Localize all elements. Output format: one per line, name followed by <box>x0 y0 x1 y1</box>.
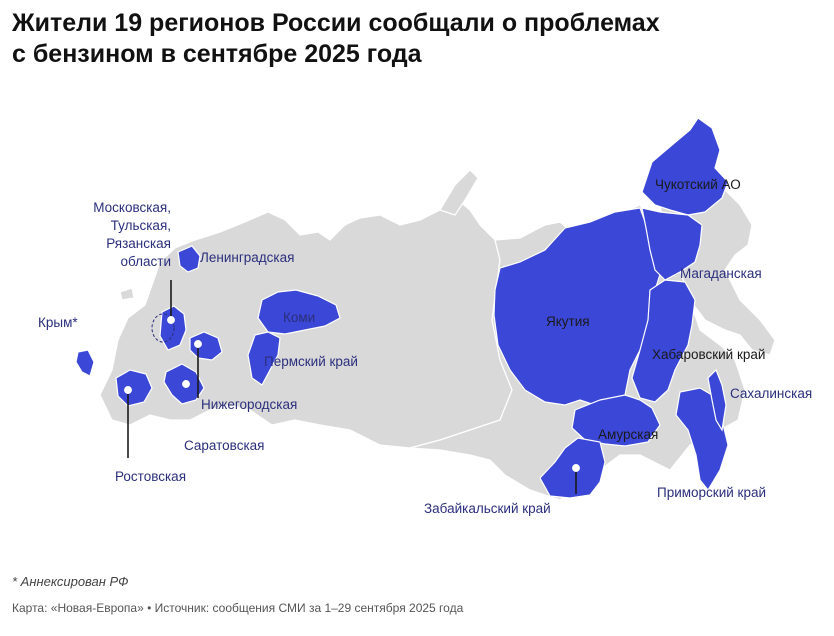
region-amur <box>571 394 661 447</box>
label-rostov: Ростовская <box>115 469 186 484</box>
region-khabarovsk <box>631 279 696 403</box>
map-title: Жители 19 регионов России сообщали о про… <box>12 8 812 70</box>
dot-saratov <box>182 380 190 388</box>
label-yakutia: Якутия <box>546 314 590 329</box>
label-perm: Пермский край <box>264 354 358 369</box>
leader-lines <box>124 280 580 494</box>
label-komi: Коми <box>283 310 315 325</box>
label-chukotka: Чукотский АО <box>655 177 741 192</box>
label-saratov: Саратовская <box>184 438 264 453</box>
label-leningrad: Ленинградская <box>200 250 294 265</box>
region-rostov <box>115 369 153 407</box>
region-leningrad <box>177 245 201 273</box>
dot-rostov <box>124 386 132 394</box>
novaya-zemlya <box>439 169 479 216</box>
label-sakhalin: Сахалинская <box>730 386 812 401</box>
label-khabarovsk: Хабаровский край <box>652 347 765 362</box>
region-crimea <box>75 349 95 377</box>
dot-zabaykalsky <box>572 464 580 472</box>
label-magadan: Магаданская <box>680 266 762 281</box>
map-title-line-1: Жители 19 регионов России сообщали о про… <box>12 9 660 37</box>
highlighted-regions <box>75 117 729 499</box>
region-magadan <box>641 207 703 281</box>
label-nizhny: Нижегородская <box>201 397 297 412</box>
label-crimea: Крым* <box>38 315 78 330</box>
region-chukotka <box>641 117 729 216</box>
region-sakhalin <box>707 368 727 432</box>
region-labels: Московская, Тульская, Рязанская области … <box>38 177 812 516</box>
source-credit: Карта: «Новая-Европа» • Источник: сообще… <box>12 601 464 615</box>
region-komi <box>257 289 341 335</box>
kaliningrad <box>119 287 135 301</box>
region-perm <box>247 331 281 386</box>
dot-nizhny <box>194 340 202 348</box>
label-primorye: Приморский край <box>657 485 766 500</box>
label-zabaykalsky: Забайкальский край <box>424 501 551 516</box>
label-moscow-line-1: Московская, <box>93 200 171 215</box>
label-moscow-line-3: Рязанская <box>106 236 171 251</box>
label-moscow-line-4: области <box>121 254 172 269</box>
label-moscow-line-2: Тульская, <box>111 218 171 233</box>
dot-moscow <box>167 316 175 324</box>
footnote: * Аннексирован РФ <box>12 574 129 589</box>
moscow-area-dashed-outline <box>151 313 175 343</box>
map-title-line-2: с бензином в сентябре 2025 года <box>12 40 422 68</box>
label-amur: Амурская <box>598 427 658 442</box>
region-moscow-tula-ryazan <box>159 305 187 351</box>
